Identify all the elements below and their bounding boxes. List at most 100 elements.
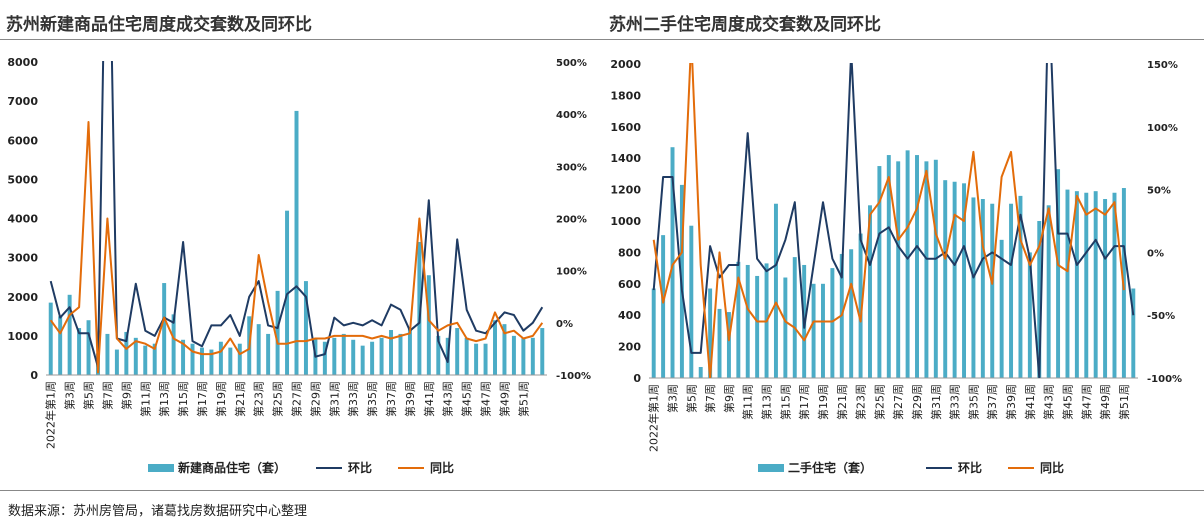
bar bbox=[1093, 191, 1098, 378]
footer-divider bbox=[0, 490, 1204, 491]
x-tick-label: 第29周 bbox=[910, 384, 924, 420]
y-left-tick-label: 7000 bbox=[7, 95, 38, 108]
bar bbox=[105, 333, 110, 375]
x-tick-label: 第39周 bbox=[1004, 384, 1018, 420]
bar bbox=[237, 343, 242, 375]
x-tick-label: 第19周 bbox=[214, 381, 228, 417]
series-lines bbox=[652, 63, 1135, 378]
x-tick-label: 第3周 bbox=[666, 384, 680, 413]
y-right-tick-label: -100% bbox=[1147, 374, 1182, 385]
bar bbox=[868, 205, 872, 378]
x-tick-label: 第51周 bbox=[516, 381, 530, 417]
bar bbox=[322, 341, 327, 375]
bar bbox=[360, 345, 365, 375]
y-left-tick-label: 1200 bbox=[610, 184, 641, 197]
bar bbox=[1131, 288, 1136, 378]
y-left-tick-label: 0 bbox=[633, 372, 641, 385]
bar bbox=[905, 150, 910, 378]
bar bbox=[483, 343, 488, 375]
y-left-tick-label: 1600 bbox=[610, 121, 641, 134]
bar bbox=[426, 275, 431, 375]
x-tick-label: 第13周 bbox=[157, 381, 171, 417]
bar bbox=[915, 155, 919, 378]
legend-label-bars: 二手住宅（套） bbox=[788, 460, 872, 475]
bar bbox=[181, 339, 186, 375]
bar bbox=[58, 316, 63, 375]
x-tick-label: 第29周 bbox=[308, 381, 322, 417]
series-lines bbox=[49, 61, 544, 374]
bar bbox=[407, 328, 412, 375]
y-right-tick-label: -100% bbox=[556, 371, 591, 382]
x-tick-label: 第21周 bbox=[233, 381, 247, 417]
bar bbox=[670, 147, 675, 378]
x-tick-label: 第31周 bbox=[327, 381, 341, 417]
bar bbox=[952, 181, 957, 378]
y-left-tick-label: 2000 bbox=[7, 291, 38, 304]
y-left-tick-label: 1800 bbox=[610, 89, 641, 102]
x-tick-label: 第15周 bbox=[176, 381, 190, 417]
y-left-tick-label: 3000 bbox=[7, 252, 38, 265]
chart-2: 0 200 400 600 800 1000 1200 1400 1600 1800 2000 -10… bbox=[610, 58, 1182, 475]
bar bbox=[717, 308, 722, 378]
y-left-tick-label: 1000 bbox=[610, 215, 641, 228]
bar bbox=[698, 367, 703, 378]
bar bbox=[218, 341, 223, 375]
x-tick-label: 第17周 bbox=[195, 381, 209, 417]
bar bbox=[943, 180, 948, 378]
x-tick-label: 第41周 bbox=[1023, 384, 1037, 420]
bar bbox=[811, 283, 816, 378]
bar bbox=[530, 337, 535, 375]
bar bbox=[1112, 192, 1117, 378]
bar bbox=[275, 290, 280, 375]
bar bbox=[886, 155, 891, 378]
y-right-tick-label: 200% bbox=[556, 215, 587, 226]
bar bbox=[474, 343, 479, 375]
x-tick-label: 第15周 bbox=[778, 384, 792, 420]
x-tick-label: 第11周 bbox=[741, 384, 755, 420]
y-left-tick-label: 4000 bbox=[7, 213, 38, 226]
bar bbox=[708, 288, 713, 378]
x-tick-label: 第25周 bbox=[872, 384, 886, 420]
bar bbox=[1009, 203, 1014, 378]
x-tick-label: 第11周 bbox=[138, 381, 152, 417]
bar bbox=[971, 197, 976, 378]
bar bbox=[294, 110, 299, 375]
bar bbox=[398, 333, 403, 375]
bar bbox=[661, 235, 666, 378]
line-huanbi bbox=[652, 63, 1135, 378]
x-tick-label: 第45周 bbox=[1060, 384, 1074, 420]
bar bbox=[962, 183, 967, 378]
x-tick-label: 第43周 bbox=[441, 381, 455, 417]
x-tick-label: 第5周 bbox=[82, 381, 96, 410]
chart-title-new-homes: 苏州新建商品住宅周度成交套数及同环比 bbox=[6, 15, 312, 35]
bar bbox=[830, 268, 835, 378]
x-tick-label: 第35周 bbox=[966, 384, 980, 420]
bar bbox=[162, 283, 167, 375]
data-source-note: 数据来源：苏州房管局，诸葛找房数据研究中心整理 bbox=[8, 504, 308, 519]
x-tick-label: 第9周 bbox=[119, 381, 133, 410]
bar bbox=[1037, 221, 1042, 378]
y-left-tick-label: 400 bbox=[618, 309, 641, 322]
bar bbox=[341, 333, 346, 375]
x-tick-label: 第35周 bbox=[365, 381, 379, 417]
y-left-tick-label: 1000 bbox=[7, 330, 38, 343]
bar bbox=[849, 249, 854, 378]
header-divider bbox=[0, 39, 1204, 40]
y-left-tick-label: 5000 bbox=[7, 173, 38, 186]
bar bbox=[745, 264, 750, 378]
bar bbox=[256, 324, 261, 375]
bar bbox=[999, 239, 1004, 378]
y-right-tick-label: 100% bbox=[556, 267, 587, 278]
bar bbox=[1056, 169, 1061, 378]
y-right-tick-label: 300% bbox=[556, 162, 587, 173]
bar bbox=[1065, 189, 1070, 378]
x-tick-label: 第3周 bbox=[63, 381, 77, 410]
x-tick-label: 第13周 bbox=[760, 384, 774, 420]
bar bbox=[143, 345, 148, 375]
bar bbox=[924, 161, 929, 378]
x-tick-label: 第9周 bbox=[722, 384, 736, 413]
legend-label-tongbi: 同比 bbox=[430, 460, 454, 475]
x-tick-label: 第39周 bbox=[403, 381, 417, 417]
x-tick-label: 第23周 bbox=[854, 384, 868, 420]
